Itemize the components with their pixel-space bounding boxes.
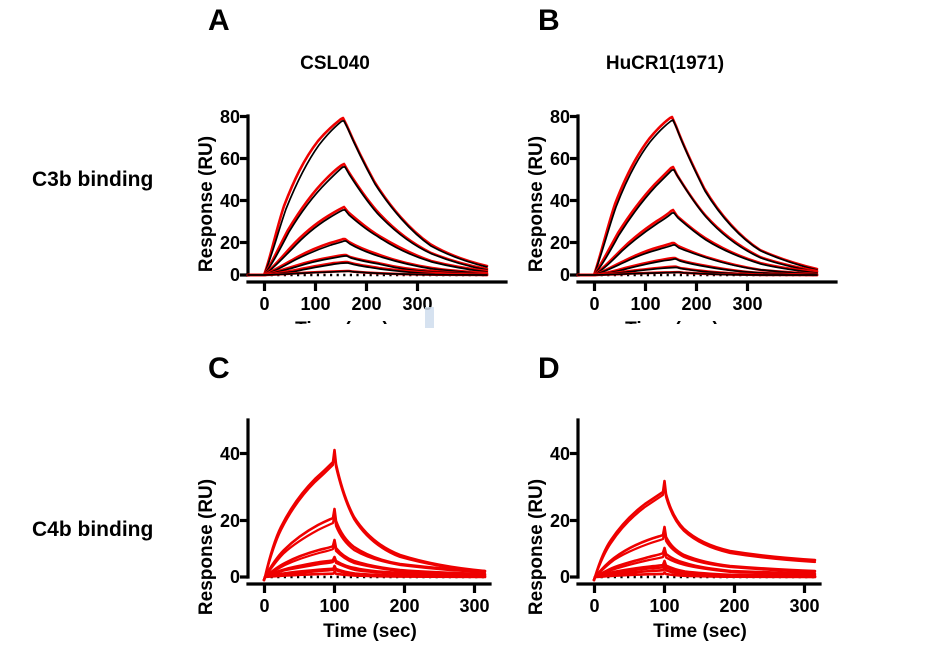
panel-c-xtick-200: 200 [389,596,419,616]
panel-b-letter: B [538,4,560,37]
panel-a-traces [246,116,489,277]
panel-a-letter: A [208,4,230,37]
panel-b-xtick-300: 300 [732,294,762,314]
panel-b-xtick-100: 100 [630,294,660,314]
panel-b: B HuCR1(1971) Response (RU) 80 60 40 20 … [520,4,860,324]
panel-a-ytick-0: 0 [230,265,240,285]
panel-b-ytick-60: 60 [550,149,570,169]
panel-b-ytick-80: 80 [550,107,570,127]
figure-canvas: C3b binding C4b binding A CSL040 Respons… [32,4,860,642]
panel-a-xtick-100: 100 [300,294,330,314]
panel-d-xtick-300: 300 [789,596,819,616]
panel-c-xtick-0: 0 [259,596,269,616]
panel-a-ylabel: Response (RU) [196,136,217,272]
panel-b-ytick-0: 0 [560,265,570,285]
panel-b-traces [576,115,819,277]
panel-c: C Response (RU) 40 20 0 0 100 200 300 [190,352,530,672]
panel-a-xlabel: Time (sec) [295,319,389,324]
panel-c-plot: Response (RU) 40 20 0 0 100 200 300 Time… [190,352,530,672]
panel-c-ytick-0: 0 [230,567,240,587]
panel-a-ytick-80: 80 [220,107,240,127]
panel-c-svg: Response (RU) 40 20 0 0 100 200 300 Time… [196,418,492,642]
panel-a-ytick-40: 40 [220,191,240,211]
panel-c-letter: C [208,352,230,385]
panel-c-ytick-40: 40 [220,444,240,464]
panel-b-title: HuCR1(1971) [605,53,725,74]
panel-d-ytick-40: 40 [550,444,570,464]
panel-d-xlabel: Time (sec) [653,621,747,642]
panel-d-xtick-100: 100 [649,596,679,616]
panel-a-plot: Response (RU) 80 60 40 20 0 [190,4,530,324]
panel-d-ytick-0: 0 [560,567,570,587]
panel-d-letter: D [538,352,560,385]
panel-b-ylabel: Response (RU) [526,136,547,272]
panel-d-xtick-0: 0 [589,596,599,616]
panel-a-xtick-0: 0 [259,294,269,314]
panel-b-xtick-0: 0 [589,294,599,314]
panel-d-traces [592,479,817,582]
panel-c-xtick-100: 100 [319,596,349,616]
panel-c-xlabel: Time (sec) [323,621,417,642]
panel-d-svg: Response (RU) 40 20 0 0 100 200 300 Time… [526,418,822,642]
panel-b-ytick-20: 20 [550,233,570,253]
panel-b-ytick-40: 40 [550,191,570,211]
row-label-c3b-binding: C3b binding [32,168,154,191]
panel-b-xtick-200: 200 [681,294,711,314]
panel-b-svg: Response (RU) 80 60 40 20 0 0 100 200 [526,107,838,324]
panel-c-ytick-20: 20 [220,511,240,531]
panel-a: A CSL040 Response (RU) 80 60 40 20 0 [190,4,530,324]
panel-a-svg: Response (RU) 80 60 40 20 0 [196,107,508,324]
panel-a-xtick-300: 300 [402,294,432,314]
panel-c-ylabel: Response (RU) [196,479,217,615]
panel-d-ylabel: Response (RU) [526,479,547,615]
panel-d: D Response (RU) 40 20 0 0 100 200 300 [520,352,860,672]
panel-d-ytick-20: 20 [550,511,570,531]
panel-a-xtick-200: 200 [351,294,381,314]
panel-a-ytick-20: 20 [220,233,240,253]
panel-b-xlabel: Time (sec) [625,319,719,324]
panel-d-xtick-200: 200 [719,596,749,616]
panel-c-traces [262,448,487,582]
panel-b-plot: Response (RU) 80 60 40 20 0 0 100 200 [520,4,860,324]
panel-a-ytick-60: 60 [220,149,240,169]
panel-d-plot: Response (RU) 40 20 0 0 100 200 300 Time… [520,352,860,672]
row-label-c4b-binding: C4b binding [32,518,154,541]
panel-a-title: CSL040 [300,53,370,74]
panel-c-xtick-300: 300 [459,596,489,616]
